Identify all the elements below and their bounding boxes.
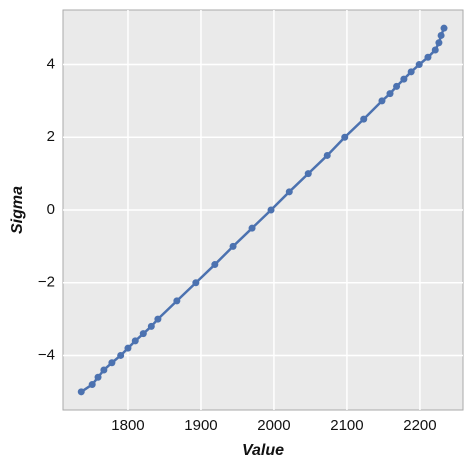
x-tick-label: 2000 xyxy=(257,417,290,434)
point xyxy=(393,82,401,90)
point xyxy=(147,322,155,330)
point xyxy=(211,261,219,269)
point xyxy=(400,75,408,83)
point xyxy=(431,46,439,54)
point xyxy=(435,39,443,47)
point xyxy=(139,330,147,338)
point xyxy=(131,337,139,345)
point xyxy=(323,151,331,159)
point xyxy=(407,68,415,76)
x-tick-label: 1800 xyxy=(111,417,144,434)
x-axis-label: Value xyxy=(242,442,284,459)
point xyxy=(154,315,162,323)
y-tick-label: 4 xyxy=(47,56,55,73)
point xyxy=(267,206,275,214)
point xyxy=(341,133,349,141)
point xyxy=(173,297,181,305)
point xyxy=(117,351,125,359)
y-tick-label: 2 xyxy=(47,128,55,145)
point xyxy=(229,242,237,250)
x-tick-label: 2200 xyxy=(403,417,436,434)
point xyxy=(437,31,445,39)
y-tick-label: −2 xyxy=(38,274,55,291)
x-tick-label: 2100 xyxy=(330,417,363,434)
point xyxy=(285,188,293,196)
point xyxy=(94,373,102,381)
point xyxy=(108,359,116,367)
point xyxy=(304,170,312,178)
point xyxy=(192,279,200,287)
x-tick-label: 1900 xyxy=(184,417,217,434)
point xyxy=(124,344,132,352)
point xyxy=(248,224,256,232)
point xyxy=(415,61,423,69)
point xyxy=(100,366,108,374)
y-tick-label: 0 xyxy=(47,201,55,218)
point xyxy=(360,115,368,123)
point xyxy=(440,24,448,32)
point xyxy=(378,97,386,105)
y-tick-label: −4 xyxy=(38,346,55,363)
point xyxy=(77,388,85,396)
point xyxy=(424,53,432,61)
y-axis-label: Sigma xyxy=(9,186,26,234)
point xyxy=(386,90,394,98)
point xyxy=(88,381,96,389)
